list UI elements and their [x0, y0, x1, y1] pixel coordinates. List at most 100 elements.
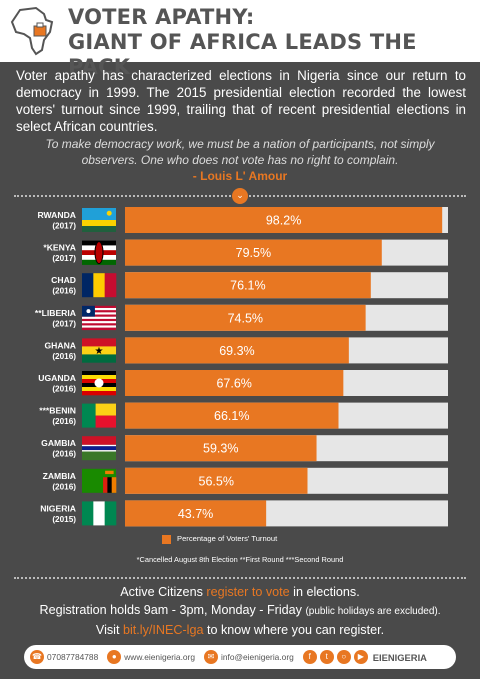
page-title: VOTER APATHY: GIANT OF AFRICA LEADS THE …	[68, 5, 476, 80]
category-year: (2016)	[52, 482, 76, 491]
category-name: **LIBERIA	[35, 308, 76, 318]
bar-row: 79.5% *KENYA(2017)	[43, 239, 448, 266]
chevron-down-icon: ⌄	[232, 188, 248, 204]
flag-stripe	[111, 477, 117, 493]
bar-row: 74.5% **LIBERIA(2017)	[35, 304, 448, 331]
title-line-2: GIANT OF AFRICA LEADS THE PACK	[68, 30, 417, 79]
quote-text: To make democracy work, we must be a nat…	[45, 137, 435, 167]
flag-star: ★	[95, 346, 104, 357]
cta-line-2: Registration holds 9am - 3pm, Monday - F…	[0, 601, 480, 621]
cta-note: (public holidays are excluded).	[305, 606, 441, 617]
flag-stripe	[82, 371, 116, 376]
call-to-action: Active Citizens register to vote in elec…	[0, 583, 480, 639]
flag-eagle	[105, 470, 114, 475]
chart-legend: Percentage of Voters' Turnout	[162, 534, 362, 544]
bar	[125, 500, 267, 527]
flag-stripe	[82, 310, 116, 313]
data-label: 43.7%	[178, 507, 213, 521]
cta-line-3: Visit bit.ly/INEC-lga to know where you …	[0, 621, 480, 639]
footer-phone[interactable]: ☎ 07087784788	[30, 650, 98, 664]
footer-email[interactable]: ✉ info@eienigeria.org	[204, 650, 294, 664]
twitter-icon[interactable]: t	[319, 650, 334, 664]
register-link[interactable]: register to vote	[206, 585, 290, 599]
cta-text: in elections.	[289, 585, 360, 599]
flag-stripe	[104, 501, 117, 526]
inec-link[interactable]: bit.ly/INEC-lga	[122, 623, 204, 637]
cta-text: Registration holds 9am - 3pm, Monday - F…	[39, 603, 306, 617]
category-year: (2016)	[52, 417, 76, 426]
flag-stripe	[82, 312, 116, 315]
kenya-flag-icon	[82, 240, 116, 265]
bar-row: 66.1% ***BENIN(2016)	[39, 402, 448, 429]
chart-footnote: *Cancelled August 8th Election **First R…	[136, 555, 344, 564]
flag-stripe	[82, 325, 116, 328]
chad-flag-icon	[82, 273, 117, 298]
category-year: (2016)	[52, 450, 76, 459]
flag-stripe	[82, 323, 116, 326]
category-year: (2016)	[52, 287, 76, 296]
legend-label: Percentage of Voters' Turnout	[177, 534, 278, 543]
flag-stripe	[104, 273, 117, 298]
category-name: RWANDA	[37, 210, 76, 220]
flag-shield	[94, 241, 104, 265]
flag-stripe	[82, 501, 94, 526]
quote-block: To make democracy work, we must be a nat…	[30, 136, 450, 184]
data-label: 76.1%	[230, 279, 265, 293]
legend-swatch	[162, 534, 171, 544]
flag-stripe	[82, 338, 116, 347]
bar	[125, 207, 443, 233]
bar-row: 67.6% UGANDA (2016)	[38, 370, 448, 396]
flag-stripe	[107, 477, 112, 493]
category-year: (2016)	[52, 385, 76, 394]
flag-stripe	[82, 226, 116, 232]
flag-stripe	[82, 354, 116, 363]
bar-row: 56.5% ZAMBIA(2016)	[43, 467, 448, 494]
category-year: (2017)	[52, 222, 76, 231]
flag-stripe	[93, 501, 105, 526]
facebook-icon[interactable]: f	[302, 650, 317, 664]
bar	[125, 402, 339, 429]
flag-star	[86, 309, 91, 314]
youtube-icon[interactable]: ▶	[353, 650, 368, 664]
quote-author: - Louis L' Amour	[192, 169, 288, 183]
phone-text: 07087784788	[47, 652, 99, 662]
bar	[125, 370, 344, 396]
flag-stripe	[82, 403, 96, 428]
category-year: (2017)	[52, 319, 76, 328]
flag-stripe	[82, 318, 116, 322]
uganda-flag-icon	[82, 371, 116, 396]
category-name: *KENYA	[43, 243, 76, 253]
zambia-flag-icon	[82, 468, 117, 493]
flag-stripe	[82, 446, 116, 451]
instagram-icon[interactable]: ○	[336, 650, 351, 664]
flag-stripe	[82, 327, 116, 331]
flag-stripe	[82, 387, 116, 392]
gambia-flag-icon	[82, 436, 116, 461]
cta-text: Active Citizens	[120, 585, 207, 599]
data-label: 69.3%	[219, 344, 254, 358]
email-text: info@eienigeria.org	[221, 652, 294, 662]
flag-stripe	[82, 208, 116, 220]
flag-sun	[106, 210, 112, 216]
bar-row: 59.3% GAMBIA (2016)	[41, 435, 448, 462]
footer-website[interactable]: ● www.eienigeria.org	[107, 650, 195, 664]
flag-stripe	[82, 375, 116, 380]
flag-stripe	[82, 316, 116, 320]
category-name: ***BENIN	[39, 406, 76, 416]
benin-flag-icon	[82, 403, 116, 428]
footer-contact-bar: ☎ 07087784788 ● www.eienigeria.org ✉ info@e…	[24, 645, 456, 669]
bar-row: 98.2% RWANDA (2017)	[37, 207, 448, 233]
flag-stripe	[82, 220, 116, 226]
bar-row: 76.1% CHAD (2016)	[51, 272, 448, 299]
flag-stripe	[95, 403, 116, 416]
category-name: ZAMBIA	[43, 471, 76, 481]
bar	[125, 272, 371, 299]
flag-stripe	[82, 273, 94, 298]
cta-text: to know where you can register.	[203, 623, 385, 637]
data-label: 67.6%	[216, 377, 251, 391]
bar	[125, 304, 366, 331]
flag-stripe	[82, 307, 116, 311]
data-label: 74.5%	[228, 311, 263, 325]
cta-text: Visit	[95, 623, 123, 637]
category-name: NIGERIA	[40, 503, 76, 513]
